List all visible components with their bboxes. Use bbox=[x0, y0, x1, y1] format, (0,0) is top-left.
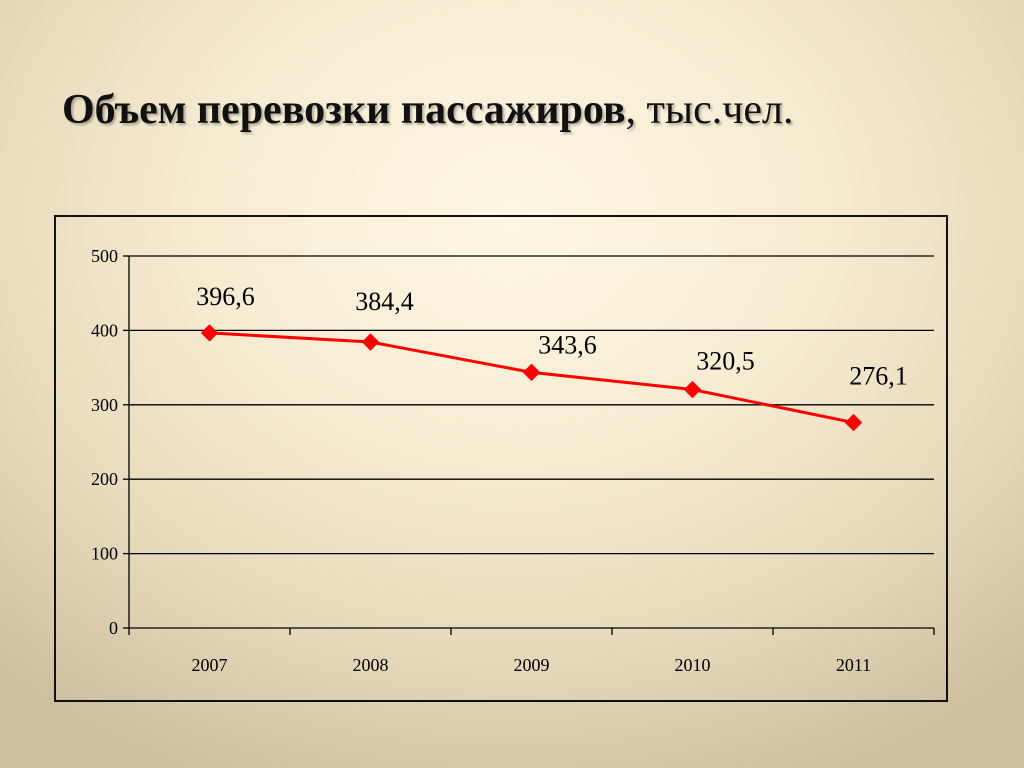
slide-title-units: , тыс.чел. bbox=[625, 87, 794, 133]
data-label: 276,1 bbox=[849, 362, 908, 391]
data-label: 343,6 bbox=[538, 330, 597, 359]
x-tick-label: 2009 bbox=[514, 655, 550, 675]
y-tick-label: 0 bbox=[109, 618, 118, 638]
data-point bbox=[683, 380, 702, 399]
x-tick-label: 2008 bbox=[353, 655, 389, 675]
data-point bbox=[361, 333, 380, 351]
x-tick-label: 2007 bbox=[192, 655, 228, 675]
data-label: 384,4 bbox=[355, 287, 414, 316]
y-tick-label: 500 bbox=[91, 246, 118, 266]
y-tick-label: 100 bbox=[91, 544, 118, 564]
data-point bbox=[522, 363, 541, 382]
slide-title-main: Объем перевозки пассажиров bbox=[62, 87, 626, 133]
data-label: 396,6 bbox=[196, 282, 255, 311]
chart-frame bbox=[54, 215, 948, 702]
data-point bbox=[844, 413, 863, 432]
x-tick-label: 2010 bbox=[675, 655, 711, 675]
y-tick-label: 200 bbox=[91, 469, 118, 489]
data-point bbox=[200, 324, 219, 342]
x-tick-label: 2011 bbox=[836, 655, 871, 675]
data-label: 320,5 bbox=[696, 347, 755, 376]
slide-title: Объем перевозки пассажиров, тыс.чел. bbox=[62, 86, 793, 134]
y-tick-label: 300 bbox=[91, 395, 118, 415]
y-tick-label: 400 bbox=[91, 320, 118, 340]
